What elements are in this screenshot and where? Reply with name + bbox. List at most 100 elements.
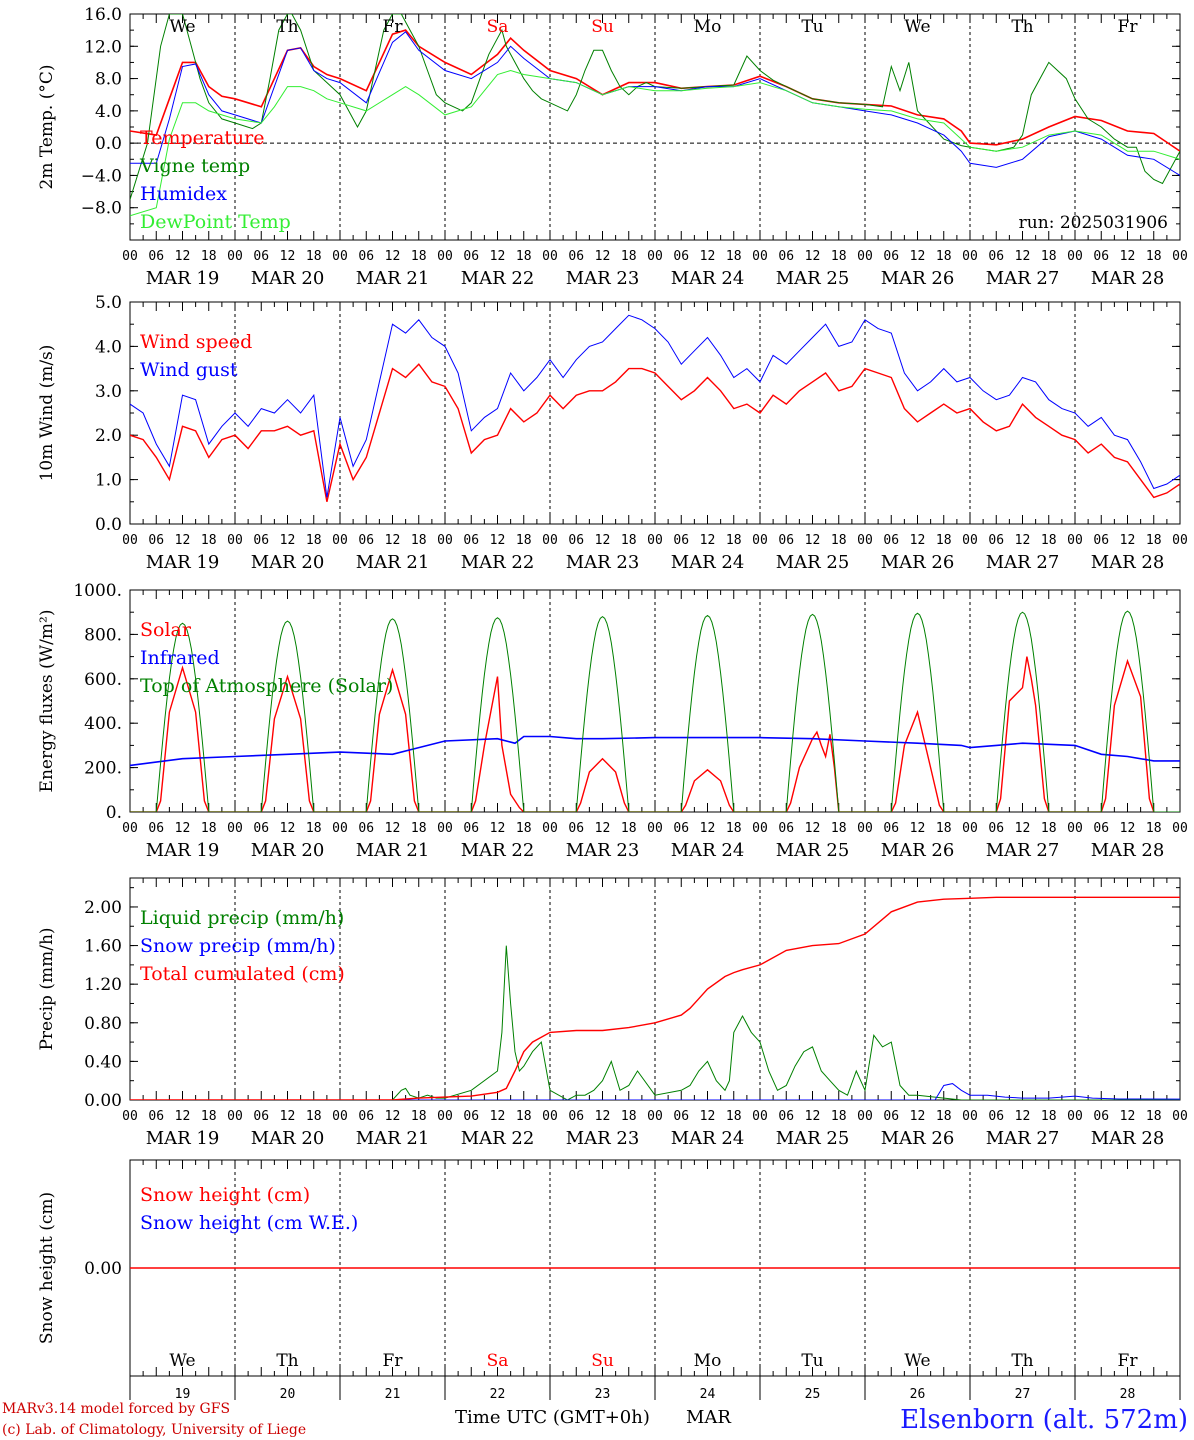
hour-label: 12 <box>280 533 296 548</box>
day-abbr: We <box>904 17 930 37</box>
hour-label: 12 <box>385 249 401 264</box>
date-label: MAR 22 <box>461 268 535 289</box>
hour-label: 00 <box>857 821 873 836</box>
hour-label: 18 <box>831 821 847 836</box>
hour-label: 06 <box>148 821 164 836</box>
hour-label: 18 <box>1146 821 1162 836</box>
panel-snow: 0.00 Snow height (cm) Snow height (cm) Snow… <box>37 1159 1181 1377</box>
day-abbr: We <box>904 1351 930 1371</box>
hour-label: 00 <box>962 533 978 548</box>
hour-label: 06 <box>883 821 899 836</box>
hour-label: 06 <box>778 821 794 836</box>
legend-entry: Solar <box>140 619 192 641</box>
hour-label: 00 <box>227 533 243 548</box>
hour-label: 00 <box>752 533 768 548</box>
day-abbr: Fr <box>383 1351 404 1371</box>
hour-label: 12 <box>805 821 821 836</box>
series-line-total-cumulated-cm <box>130 896 1180 1100</box>
hour-label: 00 <box>227 1109 243 1124</box>
y-tick-label: 0.00 <box>84 1259 122 1279</box>
y-tick-label: 3.0 <box>95 382 122 402</box>
hour-label: 06 <box>358 1109 374 1124</box>
hour-label: 06 <box>778 533 794 548</box>
hour-label: 18 <box>1041 533 1057 548</box>
hour-label: 06 <box>883 249 899 264</box>
hour-label: 06 <box>463 249 479 264</box>
y-axis-label: 2m Temp. (°C) <box>37 64 57 189</box>
hour-label: 00 <box>122 533 138 548</box>
series-line-infrared <box>130 735 1180 767</box>
series-line-snow-precip-mm-h <box>130 1083 1180 1100</box>
hour-label: 06 <box>988 1109 1004 1124</box>
hour-label: 18 <box>831 533 847 548</box>
date-label: MAR 20 <box>251 840 325 861</box>
hour-label: 12 <box>175 1109 191 1124</box>
hour-label: 18 <box>516 249 532 264</box>
y-axis-label: Snow height (cm) <box>37 1192 57 1344</box>
hour-label: 00 <box>1067 249 1083 264</box>
hour-label: 12 <box>700 249 716 264</box>
hour-label: 06 <box>463 821 479 836</box>
day-number: 21 <box>385 1387 401 1402</box>
hour-label: 00 <box>962 821 978 836</box>
series-line-solar <box>130 656 1155 812</box>
date-label: MAR 23 <box>566 552 640 573</box>
hour-label: 00 <box>857 249 873 264</box>
hour-label: 00 <box>752 1109 768 1124</box>
hour-label: 00 <box>752 821 768 836</box>
y-axis-label: Energy fluxes (W/m²) <box>37 610 57 793</box>
hour-label: 06 <box>1093 821 1109 836</box>
date-label: MAR 28 <box>1091 1128 1165 1149</box>
date-label: MAR 22 <box>461 552 535 573</box>
day-number: 24 <box>700 1387 716 1402</box>
hour-label: 06 <box>988 821 1004 836</box>
y-tick-label: 1.0 <box>95 471 122 491</box>
hour-label: 12 <box>700 821 716 836</box>
hour-label: 12 <box>805 1109 821 1124</box>
hour-label: 12 <box>1015 1109 1031 1124</box>
hour-label: 12 <box>700 1109 716 1124</box>
y-tick-label: 8.0 <box>95 70 122 90</box>
date-label: MAR 19 <box>146 840 220 861</box>
station-name: Elsenborn (alt. 572m) <box>900 1405 1188 1435</box>
y-tick-label: 0.0 <box>95 515 122 535</box>
series-line-liquid-precip-mm-h <box>130 945 1180 1100</box>
day-abbr: Fr <box>1118 1351 1139 1371</box>
day-abbr: Mo <box>694 1351 722 1371</box>
date-label: MAR 23 <box>566 840 640 861</box>
hour-label: 12 <box>175 533 191 548</box>
series-line-top-of-atmosphere-solar <box>130 610 1180 812</box>
hour-label: 00 <box>542 821 558 836</box>
run-annotation: run: 2025031906 <box>1019 213 1168 233</box>
hour-label: 06 <box>148 533 164 548</box>
y-tick-label: 200. <box>84 759 122 779</box>
hour-label: 18 <box>726 533 742 548</box>
y-tick-label: 600. <box>84 670 122 690</box>
hour-label: 12 <box>595 249 611 264</box>
hour-label: 12 <box>1120 821 1136 836</box>
hour-label: 12 <box>1120 533 1136 548</box>
day-number: 20 <box>280 1387 296 1402</box>
hour-label: 12 <box>490 533 506 548</box>
hour-label: 12 <box>1120 1109 1136 1124</box>
y-tick-label: 0. <box>106 803 122 823</box>
hour-label: 12 <box>385 821 401 836</box>
hour-label: 12 <box>175 821 191 836</box>
hour-label: 06 <box>463 533 479 548</box>
y-tick-label: 0.0 <box>95 134 122 154</box>
hour-label: 18 <box>1041 821 1057 836</box>
hour-label: 00 <box>437 1109 453 1124</box>
date-label: MAR 27 <box>986 1128 1060 1149</box>
hour-label: 18 <box>306 533 322 548</box>
hour-label: 18 <box>411 533 427 548</box>
hour-label: 06 <box>778 1109 794 1124</box>
hour-label: 18 <box>621 249 637 264</box>
hour-label: 00 <box>332 249 348 264</box>
day-number: 22 <box>490 1387 506 1402</box>
y-axis-label: 10m Wind (m/s) <box>37 345 57 482</box>
hour-label: 18 <box>621 533 637 548</box>
date-label: MAR 27 <box>986 840 1060 861</box>
hour-label: 12 <box>280 821 296 836</box>
day-number: 28 <box>1120 1387 1136 1402</box>
date-label: MAR 20 <box>251 552 325 573</box>
